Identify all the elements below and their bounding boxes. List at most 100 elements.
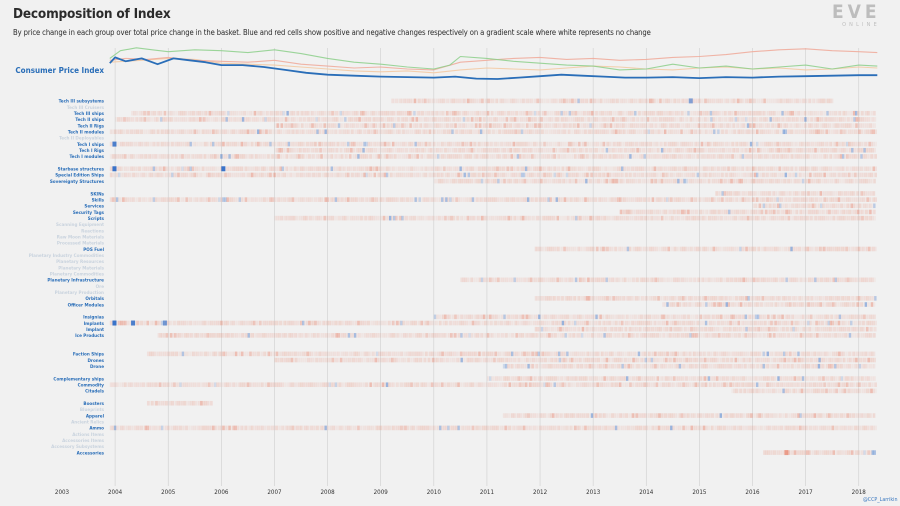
row-label: Scripts [88, 216, 105, 222]
heatmap-cell [341, 110, 345, 116]
heatmap-cell [193, 129, 196, 135]
heatmap-cell [291, 166, 295, 172]
heatmap-cell [541, 197, 544, 202]
heatmap-cell [732, 277, 735, 283]
heatmap-cell [531, 129, 534, 135]
heatmap-cell [776, 141, 779, 147]
heatmap-cell [819, 129, 822, 135]
heatmap-cell [850, 129, 853, 135]
heatmap-cell [582, 172, 585, 178]
heatmap-cell [614, 172, 618, 178]
heatmap-cell [174, 117, 177, 122]
heatmap-cell [638, 178, 641, 184]
heatmap-cell [748, 191, 751, 196]
heatmap-cell [286, 117, 290, 122]
heatmap-cell [812, 178, 815, 184]
heatmap-cell [396, 129, 399, 135]
heatmap-cell [248, 117, 251, 122]
heatmap-cell [638, 117, 641, 122]
heatmap-cell [734, 178, 737, 184]
heatmap-cell [503, 98, 507, 104]
heatmap-cell [349, 141, 352, 147]
heatmap-cell [627, 110, 631, 116]
heatmap-cell [426, 197, 430, 202]
heatmap-cell [717, 197, 720, 202]
heatmap-cell [615, 215, 619, 221]
heatmap-cell [766, 154, 769, 159]
heatmap-cell [686, 246, 689, 252]
row-label: Tech II Rigs [78, 123, 105, 129]
heatmap-cell [524, 172, 528, 178]
heatmap-cell [769, 123, 772, 128]
heatmap-cell [666, 172, 669, 178]
heatmap-cell [762, 141, 765, 147]
heatmap-cell [709, 209, 713, 215]
row-label: Security Tags [73, 210, 105, 216]
heatmap-cell [726, 246, 730, 252]
heatmap-cell [619, 110, 623, 116]
heatmap-cell [487, 147, 490, 153]
heatmap-cell [539, 129, 542, 135]
heatmap-cell [577, 246, 581, 252]
heatmap-cell [801, 191, 804, 196]
heatmap-cell [511, 147, 515, 153]
heatmap-cell [670, 209, 674, 215]
heatmap-cell [775, 203, 778, 209]
heatmap-cell [873, 110, 876, 116]
heatmap-cell [726, 147, 729, 153]
heatmap-cell [660, 277, 664, 283]
heatmap-cell [704, 246, 707, 252]
heatmap-cell [776, 129, 779, 135]
heatmap-cell [508, 197, 511, 202]
heatmap-cell [138, 197, 141, 202]
heatmap-cell [476, 178, 480, 184]
heatmap-cell [854, 166, 857, 172]
heatmap-cell [109, 197, 113, 202]
heatmap-cell [483, 98, 486, 104]
heatmap-cell [579, 215, 582, 221]
heatmap-cell [540, 277, 543, 283]
heatmap-cell [369, 129, 372, 135]
heatmap-cell [302, 172, 305, 178]
heatmap-cell [853, 123, 856, 128]
heatmap-cell [493, 277, 496, 283]
heatmap-cell [787, 178, 790, 184]
heatmap-cell [332, 129, 336, 135]
heatmap-cell [396, 172, 399, 178]
heatmap-cell [765, 98, 768, 104]
heatmap-cell [799, 277, 803, 283]
heatmap-cell [855, 178, 858, 184]
heatmap-cell [288, 117, 292, 122]
heatmap-cell [297, 197, 301, 202]
heatmap-cell [774, 166, 777, 172]
heatmap-cell [681, 110, 684, 116]
heatmap-cell [397, 98, 400, 104]
heatmap-cell [389, 166, 393, 172]
heatmap-cell [417, 123, 420, 128]
heatmap-cell [486, 172, 489, 178]
heatmap-cell [733, 154, 736, 159]
heatmap-cell [511, 123, 515, 128]
heatmap-cell [237, 110, 240, 116]
heatmap-cell [207, 172, 211, 178]
heatmap-cell [502, 197, 505, 202]
heatmap-cell [781, 147, 784, 153]
heatmap-cell [777, 178, 780, 184]
heatmap-row [109, 141, 877, 147]
heatmap-cell [818, 123, 821, 128]
heatmap-cell [646, 215, 650, 221]
heatmap-cell [626, 98, 629, 104]
heatmap-cell [253, 110, 257, 116]
heatmap-cell [836, 277, 840, 283]
heatmap-cell [203, 166, 207, 172]
heatmap-cell [575, 215, 578, 221]
heatmap-cell [550, 117, 554, 122]
heatmap-cell [812, 110, 815, 116]
heatmap-cell [521, 277, 525, 283]
heatmap-cell [432, 154, 436, 159]
heatmap-cell [562, 117, 566, 122]
heatmap-cell [456, 147, 459, 153]
heatmap-cell [654, 178, 658, 184]
heatmap-cell [199, 129, 203, 135]
heatmap-cell [473, 172, 477, 178]
